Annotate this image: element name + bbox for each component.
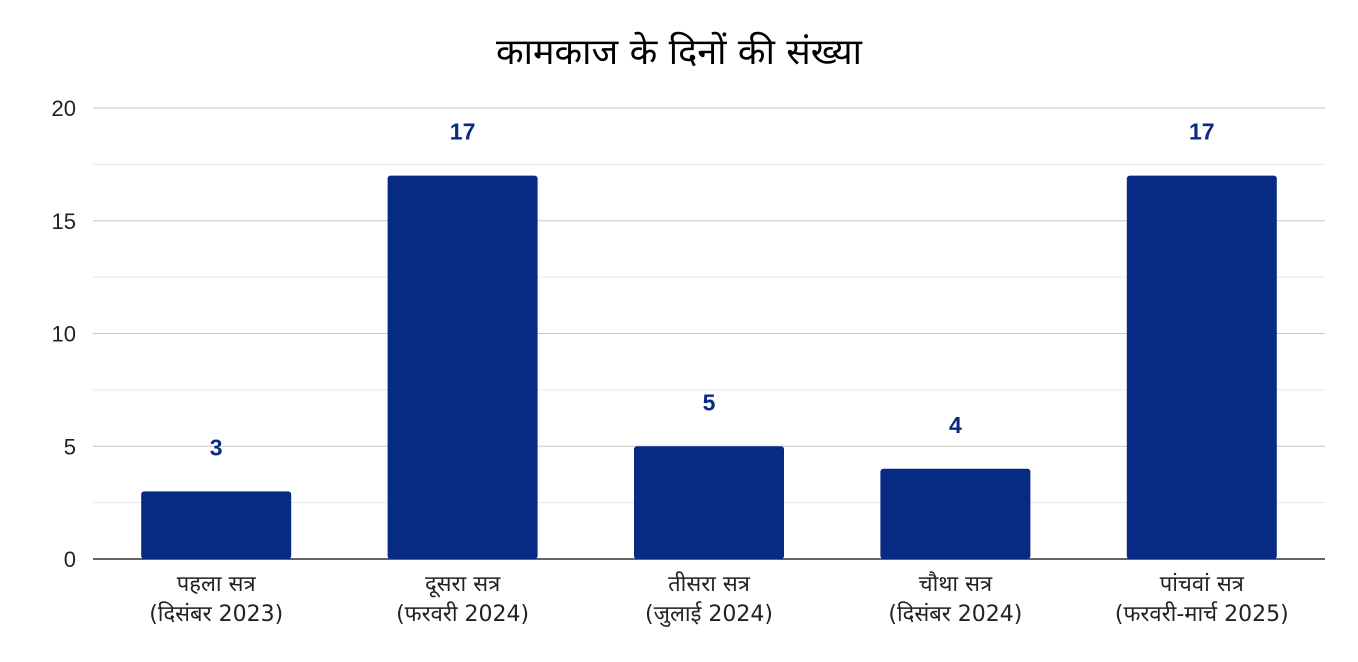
- bar: [1126, 175, 1277, 559]
- x-tick-label: (दिसंबर 2024): [888, 601, 1022, 627]
- x-tick-label: पहला सत्र: [177, 572, 257, 597]
- y-tick-label: 0: [64, 547, 76, 572]
- x-tick-label: पांचवां सत्र: [1160, 572, 1245, 597]
- x-tick-label: तीसरा सत्र: [668, 571, 751, 597]
- y-tick-label: 15: [52, 209, 76, 234]
- y-tick-label: 20: [52, 96, 76, 121]
- x-tick-label: दूसरा सत्र: [425, 572, 501, 598]
- data-label: 3: [210, 434, 223, 460]
- data-label: 4: [949, 412, 962, 438]
- bar: [387, 175, 538, 559]
- y-tick-label: 10: [52, 322, 76, 347]
- data-label: 17: [1189, 119, 1215, 145]
- bar: [141, 491, 292, 559]
- bar: [880, 468, 1031, 559]
- x-tick-label: (दिसंबर 2023): [149, 601, 283, 627]
- data-label: 17: [450, 119, 476, 145]
- chart-title: कामकाज के दिनों की संख्या: [496, 32, 862, 73]
- bar: [634, 446, 784, 559]
- y-tick-label: 5: [64, 434, 76, 459]
- x-tick-label: चौथा सत्र: [919, 571, 993, 597]
- x-tick-label: (फरवरी 2024): [396, 601, 529, 627]
- x-tick-label: (फरवरी-मार्च 2025): [1115, 601, 1289, 627]
- data-label: 5: [703, 389, 716, 415]
- x-tick-label: (जुलाई 2024): [645, 601, 773, 627]
